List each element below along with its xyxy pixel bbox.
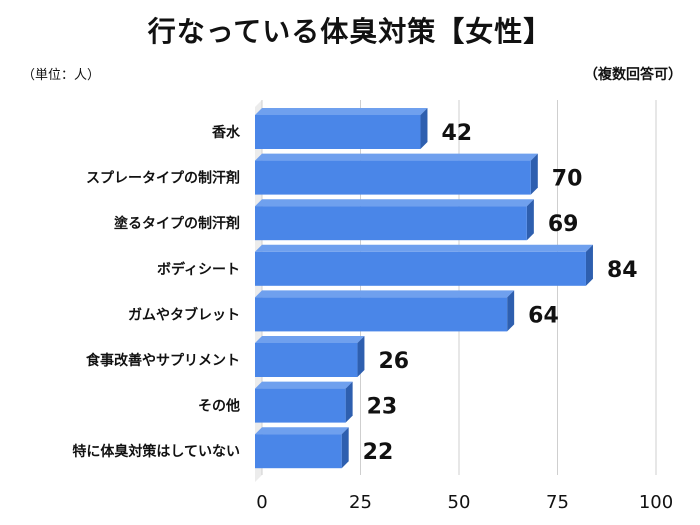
bar [255,343,358,377]
bar-side-face [357,336,365,377]
bar-top-face [255,381,353,389]
bar-side-face [507,290,515,332]
x-tick-label: 25 [349,492,372,513]
unit-label: （単位：人） [22,68,101,83]
bar-side-face [345,381,353,423]
bar-top-face [255,290,515,298]
bar [255,434,342,469]
bar-top-face [255,336,365,343]
x-tick-label: 50 [448,492,471,513]
data-label: 42 [441,121,472,146]
category-label: その他 [198,398,240,415]
bar-top-face [255,427,349,435]
category-label: ボディシート [157,261,240,278]
multiple-answer-note: （複数回答可） [584,67,682,83]
bar-side-face [530,153,538,195]
data-label: 26 [378,349,409,374]
category-label: スプレータイプの制汗剤 [86,170,240,187]
chart-title: 行なっている体臭対策【女性】 [147,15,553,48]
data-label: 64 [528,303,559,328]
bar [255,251,586,286]
bar-top-face [255,244,593,252]
bar [255,160,531,195]
category-label: 特に体臭対策はしていない [72,443,240,460]
bar [255,388,346,423]
category-label: 塗るタイプの制汗剤 [114,215,240,232]
bar-side-face [585,244,593,286]
bar-side-face [526,199,534,241]
data-label: 69 [548,212,579,237]
data-label: 84 [607,258,638,283]
bar [255,297,508,332]
x-tick-label: 0 [256,492,267,513]
data-label: 22 [363,440,394,465]
bar-top-face [255,153,538,161]
bar-top-face [255,199,534,207]
x-tick-label: 100 [639,492,673,513]
category-label: 食事改善やサプリメント [86,352,240,369]
data-label: 70 [552,167,583,192]
bar-side-face [420,108,428,149]
bar [255,115,421,149]
category-label: ガムやタブレット [128,306,240,323]
bar-side-face [341,427,349,469]
bar-top-face [255,108,428,115]
data-label: 23 [367,395,398,420]
x-tick-label: 75 [546,492,569,513]
bar [255,206,527,241]
category-label: 香水 [211,124,241,141]
